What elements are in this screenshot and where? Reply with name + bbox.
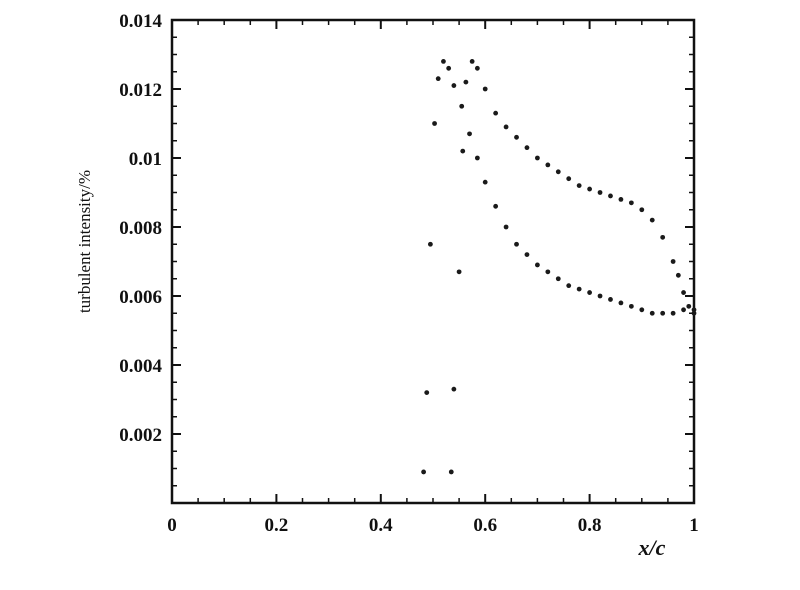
data-point bbox=[660, 234, 666, 240]
data-point bbox=[421, 469, 427, 475]
data-point bbox=[503, 124, 509, 130]
data-point bbox=[649, 217, 655, 223]
data-point bbox=[545, 269, 551, 275]
data-point bbox=[451, 386, 457, 392]
data-point bbox=[639, 207, 645, 213]
data-point bbox=[691, 307, 697, 313]
data-point bbox=[435, 76, 441, 82]
data-point bbox=[587, 186, 592, 192]
data-point bbox=[460, 148, 466, 154]
data-point bbox=[503, 224, 509, 230]
data-point bbox=[681, 307, 686, 313]
data-point bbox=[448, 469, 454, 475]
data-point bbox=[463, 79, 469, 85]
data-point bbox=[618, 300, 624, 306]
data-point bbox=[618, 197, 624, 202]
plot-frame bbox=[170, 18, 696, 505]
data-point bbox=[432, 121, 437, 126]
data-point bbox=[459, 103, 465, 109]
data-point bbox=[545, 162, 551, 168]
data-point bbox=[451, 83, 457, 88]
data-point bbox=[597, 190, 603, 195]
y-tick-label: 0.014 bbox=[119, 11, 162, 32]
data-point bbox=[535, 262, 540, 268]
y-tick-label: 0.006 bbox=[119, 287, 162, 308]
data-point bbox=[469, 59, 475, 64]
data-point bbox=[670, 310, 676, 316]
data-point bbox=[675, 272, 681, 278]
x-tick-label: 0 bbox=[167, 515, 177, 536]
data-point bbox=[427, 241, 433, 247]
data-point bbox=[424, 390, 430, 395]
data-point bbox=[566, 283, 572, 289]
data-point bbox=[691, 310, 697, 316]
data-point bbox=[482, 179, 488, 185]
data-point bbox=[535, 155, 540, 161]
data-point bbox=[681, 290, 686, 295]
x-tick-label: 0.8 bbox=[578, 515, 602, 536]
x-tick-label: 1 bbox=[689, 515, 699, 536]
labels-layer: 0 0.2 0.4 0.6 0.8 1 0.002 0.004 0.006 0.008 0.01 0.… bbox=[75, 11, 699, 560]
data-point bbox=[482, 86, 488, 92]
data-point bbox=[660, 310, 666, 316]
data-point bbox=[628, 303, 634, 309]
marks-layer bbox=[421, 59, 697, 475]
data-point bbox=[628, 200, 634, 206]
x-axis-title: x/c bbox=[638, 535, 666, 560]
y-tick-label: 0.002 bbox=[119, 425, 162, 446]
data-point bbox=[493, 203, 499, 209]
x-tick-label: 0.6 bbox=[473, 515, 497, 536]
x-tick-label: 0.2 bbox=[265, 515, 289, 536]
data-point bbox=[493, 110, 499, 116]
y-tick-label: 0.008 bbox=[119, 218, 162, 239]
data-point bbox=[514, 241, 519, 247]
data-point bbox=[566, 176, 572, 182]
data-point bbox=[524, 252, 530, 257]
data-point bbox=[555, 276, 561, 282]
data-point bbox=[441, 59, 446, 64]
data-point bbox=[576, 183, 582, 189]
y-tick-label: 0.012 bbox=[119, 80, 162, 101]
x-tick-label: 0.4 bbox=[369, 515, 393, 536]
y-tick-label: 0.004 bbox=[119, 356, 162, 377]
data-point bbox=[686, 303, 692, 309]
data-point bbox=[474, 155, 480, 161]
data-point bbox=[555, 169, 561, 175]
data-point bbox=[474, 65, 480, 71]
data-point bbox=[587, 290, 592, 295]
data-point bbox=[467, 131, 472, 137]
axes-layer bbox=[170, 18, 696, 505]
data-point bbox=[608, 193, 613, 199]
data-point bbox=[524, 145, 530, 151]
y-axis-title: turbulent intensity/% bbox=[75, 170, 94, 313]
data-point bbox=[670, 259, 676, 264]
data-point bbox=[456, 269, 462, 275]
data-point bbox=[649, 310, 655, 316]
data-point bbox=[576, 286, 582, 292]
data-point bbox=[514, 134, 519, 140]
series-1 bbox=[421, 59, 697, 475]
y-tick-label: 0.01 bbox=[129, 149, 162, 170]
data-point bbox=[608, 297, 613, 302]
data-point bbox=[597, 293, 603, 299]
data-point bbox=[446, 65, 452, 71]
data-point bbox=[639, 307, 645, 313]
series-2 bbox=[448, 59, 697, 475]
